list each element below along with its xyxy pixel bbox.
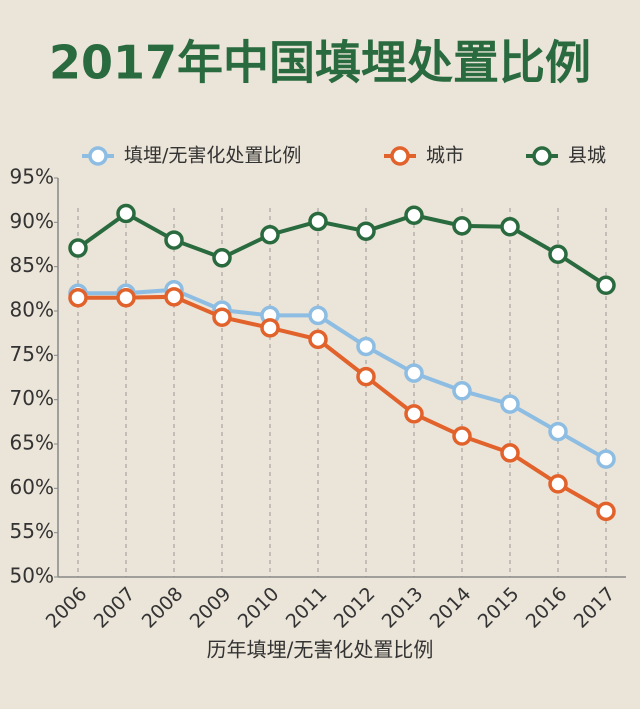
y-tick-label: 60%: [10, 475, 54, 499]
data-point: [404, 363, 424, 383]
y-tick-label: 55%: [10, 519, 54, 543]
data-point: [116, 203, 136, 224]
y-tick-label: 75%: [10, 342, 54, 366]
data-point: [548, 421, 568, 442]
chart-title: 2017年中国填埋处置比例: [49, 36, 591, 90]
data-point: [596, 501, 616, 522]
data-point: [308, 329, 328, 350]
data-point: [500, 394, 520, 414]
y-tick-label: 65%: [10, 431, 54, 455]
legend-marker: [390, 146, 410, 166]
data-point: [308, 305, 328, 326]
data-point: [404, 205, 424, 225]
legend-marker: [532, 146, 552, 166]
data-point: [68, 238, 88, 258]
data-point: [308, 211, 328, 232]
y-tick-label: 90%: [10, 209, 54, 233]
x-axis-label: 历年填埋/无害化处置比例: [207, 638, 434, 662]
data-point: [356, 366, 376, 387]
data-point: [68, 287, 88, 308]
data-point: [404, 404, 424, 424]
y-tick-label: 70%: [10, 386, 54, 410]
data-point: [596, 275, 616, 296]
data-point: [500, 443, 520, 463]
data-point: [548, 244, 568, 265]
data-point: [212, 248, 232, 268]
legend-label: 城市: [426, 145, 464, 167]
data-point: [596, 449, 616, 469]
data-point: [260, 224, 280, 245]
data-point: [212, 307, 232, 327]
legend-label: 县城: [568, 145, 606, 167]
y-tick-label: 85%: [10, 253, 54, 277]
data-point: [356, 221, 376, 241]
data-point: [548, 474, 568, 494]
y-tick-label: 80%: [10, 298, 54, 322]
legend-marker: [88, 146, 108, 166]
data-point: [452, 426, 472, 446]
data-point: [164, 287, 184, 307]
y-tick-label: 95%: [10, 165, 54, 189]
y-tick-label: 50%: [10, 564, 54, 588]
data-point: [500, 217, 520, 237]
data-point: [452, 381, 472, 401]
data-point: [260, 318, 280, 338]
data-point: [356, 336, 376, 357]
legend-label: 填埋/无害化处置比例: [124, 145, 301, 167]
data-point: [164, 230, 184, 250]
data-point: [116, 287, 136, 308]
data-point: [452, 216, 472, 236]
